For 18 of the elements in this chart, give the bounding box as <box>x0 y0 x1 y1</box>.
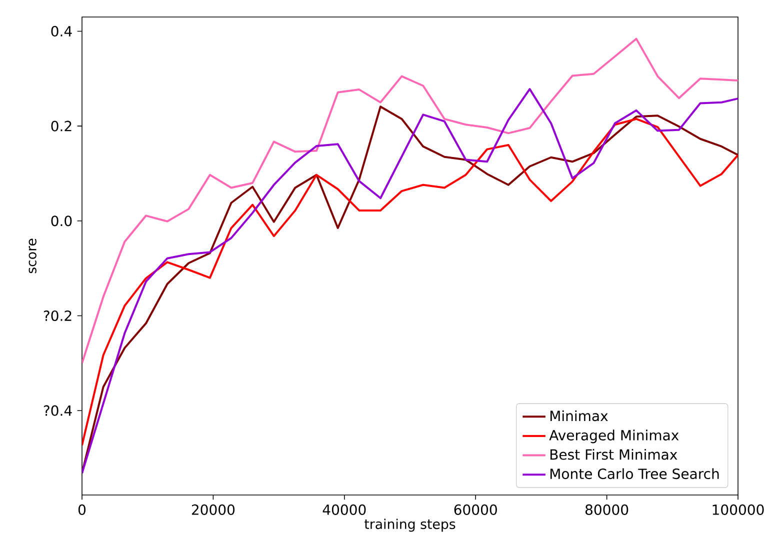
line-series <box>82 38 738 364</box>
y-tick-label: ?0.4 <box>44 405 72 416</box>
y-tick-label: 0.2 <box>51 120 72 132</box>
legend-label: Averaged Minimax <box>549 430 679 444</box>
y-tick-label: 0.0 <box>51 216 72 226</box>
x-tick-label: 80000 <box>585 504 628 515</box>
legend-label: Monte Carlo Tree Search <box>550 468 719 480</box>
x-tick-label: 40000 <box>322 504 366 515</box>
legend-label: Minimax <box>550 410 608 422</box>
x-tick-label: 0 <box>78 504 86 515</box>
y-axis-title: score <box>28 238 36 274</box>
x-tick-label: 100000 <box>712 504 764 515</box>
y-tick-label: 0.4 <box>51 26 72 37</box>
x-axis-title: training steps <box>364 518 456 532</box>
x-tick-label: 20000 <box>192 504 235 515</box>
legend-label: Best First Minimax <box>550 448 678 460</box>
y-tick-label: ?0.2 <box>44 310 72 322</box>
x-tick-label: 60000 <box>454 504 497 515</box>
